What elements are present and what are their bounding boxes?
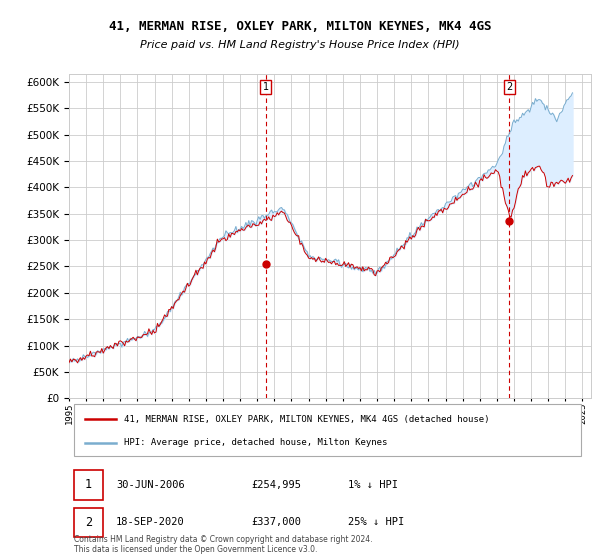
Text: Price paid vs. HM Land Registry's House Price Index (HPI): Price paid vs. HM Land Registry's House … <box>140 40 460 50</box>
Text: £337,000: £337,000 <box>252 517 302 528</box>
Text: 41, MERMAN RISE, OXLEY PARK, MILTON KEYNES, MK4 4GS: 41, MERMAN RISE, OXLEY PARK, MILTON KEYN… <box>109 20 491 33</box>
Text: 1: 1 <box>263 82 269 92</box>
Text: 1: 1 <box>85 478 92 492</box>
Text: 25% ↓ HPI: 25% ↓ HPI <box>348 517 404 528</box>
FancyBboxPatch shape <box>74 404 581 456</box>
Text: Contains HM Land Registry data © Crown copyright and database right 2024.
This d: Contains HM Land Registry data © Crown c… <box>74 535 373 554</box>
FancyBboxPatch shape <box>74 507 103 537</box>
Text: HPI: Average price, detached house, Milton Keynes: HPI: Average price, detached house, Milt… <box>124 438 387 447</box>
Text: 30-JUN-2006: 30-JUN-2006 <box>116 480 185 490</box>
Text: 1% ↓ HPI: 1% ↓ HPI <box>348 480 398 490</box>
Text: 41, MERMAN RISE, OXLEY PARK, MILTON KEYNES, MK4 4GS (detached house): 41, MERMAN RISE, OXLEY PARK, MILTON KEYN… <box>124 415 490 424</box>
FancyBboxPatch shape <box>74 470 103 500</box>
Text: 18-SEP-2020: 18-SEP-2020 <box>116 517 185 528</box>
Text: 2: 2 <box>85 516 92 529</box>
Text: 2: 2 <box>506 82 512 92</box>
Text: £254,995: £254,995 <box>252 480 302 490</box>
